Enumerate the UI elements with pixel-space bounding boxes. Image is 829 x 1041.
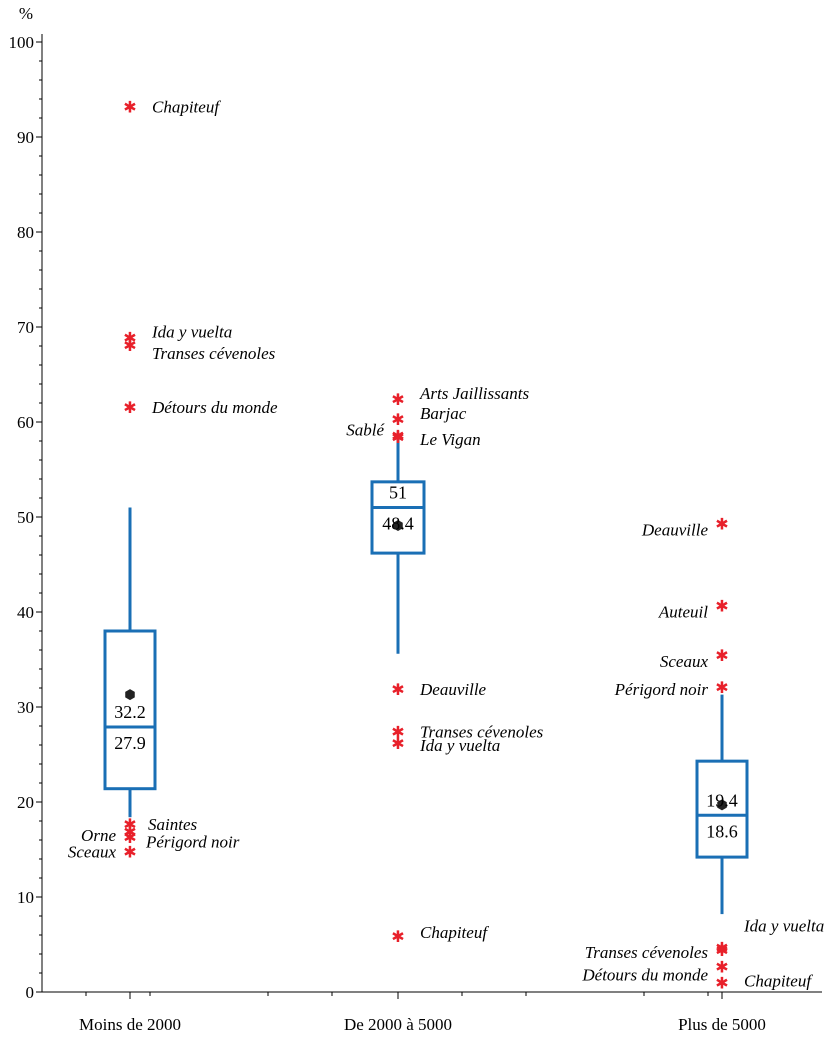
y-axis-unit-label: % (19, 4, 33, 23)
outlier-label: Ida y vuelta (743, 916, 824, 935)
median-value-label: 18.6 (706, 821, 738, 841)
outlier-marker: ✱ (715, 941, 728, 960)
x-category-label: De 2000 à 5000 (344, 1015, 452, 1034)
y-tick-label: 100 (9, 33, 35, 52)
outlier-marker: ✱ (391, 390, 404, 409)
outlier-marker: ✱ (123, 815, 136, 834)
outlier-label: Ida y vuelta (151, 322, 232, 341)
outlier-marker: ✱ (715, 515, 728, 534)
outlier-label: Détours du monde (581, 965, 708, 984)
outlier-label: Deauville (641, 521, 709, 540)
outlier-label: Transes cévenoles (420, 723, 544, 742)
axes: 0 10 20 30 40 50 60 70 80 90 100 Moins de 2000 De 20… (9, 33, 822, 1034)
outlier-marker: ✱ (123, 336, 136, 355)
outlier-marker: ✱ (715, 596, 728, 615)
box-group: 19.4 18.6 ✱ Deauville ✱ Auteuil ✱ Sceaux ✱ Périgo… (581, 515, 824, 993)
y-tick-label: 30 (17, 698, 34, 717)
y-tick-label: 50 (17, 508, 34, 527)
y-tick-label: 20 (17, 793, 34, 812)
outlier-label: Chapiteuf (744, 972, 813, 991)
outlier-marker: ✱ (391, 426, 404, 445)
outlier-marker: ✱ (715, 974, 728, 993)
outlier-marker: ✱ (123, 842, 136, 861)
outlier-marker: ✱ (391, 428, 404, 447)
outlier-label: Saintes (148, 815, 197, 834)
outlier-label: Sablé (346, 420, 385, 439)
median-value-label: 27.9 (114, 733, 146, 753)
outlier-label: Auteuil (658, 602, 708, 621)
outlier-marker: ✱ (123, 328, 136, 347)
plot-area: 32.2 27.9 ✱ Chapiteuf ✱ Ida y vuelta ✱ Transes … (68, 98, 824, 993)
median-value-label: 51 (389, 483, 407, 503)
outlier-marker: ✱ (715, 938, 728, 957)
outlier-label: Barjac (420, 404, 467, 423)
x-category-label: Plus de 5000 (678, 1015, 766, 1034)
y-tick-label: 80 (17, 223, 34, 242)
outlier-label: Périgord noir (145, 832, 240, 851)
outlier-label: Ida y vuelta (419, 736, 500, 755)
y-tick-label: 60 (17, 413, 34, 432)
outlier-label: Périgord noir (614, 680, 709, 699)
outlier-label: Sceaux (660, 652, 709, 671)
outlier-marker: ✱ (391, 680, 404, 699)
outlier-label: Orne (81, 826, 116, 845)
outlier-label: Le Vigan (419, 430, 481, 449)
box-group: 51 48.4 ✱ Arts Jaillissants ✱ Barjac ✱ Sablé ✱ Le… (346, 384, 543, 946)
y-tick-label: 10 (17, 888, 34, 907)
outlier-label: Détours du monde (151, 398, 278, 417)
outlier-marker: ✱ (123, 398, 136, 417)
y-tick-label: 0 (26, 983, 35, 1002)
y-tick-label: 90 (17, 128, 34, 147)
outlier-marker: ✱ (391, 734, 404, 753)
iqr-box (103, 629, 157, 791)
outlier-label: Transes cévenoles (585, 943, 709, 962)
outlier-marker: ✱ (123, 98, 136, 117)
outlier-label: Deauville (419, 680, 487, 699)
outlier-marker: ✱ (123, 822, 136, 841)
outlier-label: Chapiteuf (152, 98, 221, 117)
mean-value-label: 19.4 (706, 790, 738, 810)
mean-marker (717, 799, 727, 811)
outlier-label: Sceaux (68, 842, 117, 861)
outlier-label: Transes cévenoles (152, 344, 276, 363)
outlier-marker: ✱ (715, 678, 728, 697)
outlier-label: Chapiteuf (420, 923, 489, 942)
outlier-marker: ✱ (391, 723, 404, 742)
iqr-box (370, 480, 426, 555)
outlier-marker: ✱ (391, 410, 404, 429)
outlier-marker: ✱ (391, 927, 404, 946)
y-tick-label: 40 (17, 603, 34, 622)
mean-marker (125, 689, 135, 701)
outlier-label: Arts Jaillissants (419, 384, 529, 403)
outlier-marker: ✱ (715, 957, 728, 976)
box-group: 32.2 27.9 ✱ Chapiteuf ✱ Ida y vuelta ✱ Transes … (68, 98, 278, 862)
outlier-marker: ✱ (715, 646, 728, 665)
outlier-marker: ✱ (123, 828, 136, 847)
mean-marker (393, 520, 403, 532)
y-tick-label: 70 (17, 318, 34, 337)
mean-value-label: 32.2 (114, 702, 146, 722)
iqr-box (695, 759, 749, 859)
x-category-label: Moins de 2000 (79, 1015, 181, 1034)
mean-value-label: 48.4 (382, 514, 414, 534)
